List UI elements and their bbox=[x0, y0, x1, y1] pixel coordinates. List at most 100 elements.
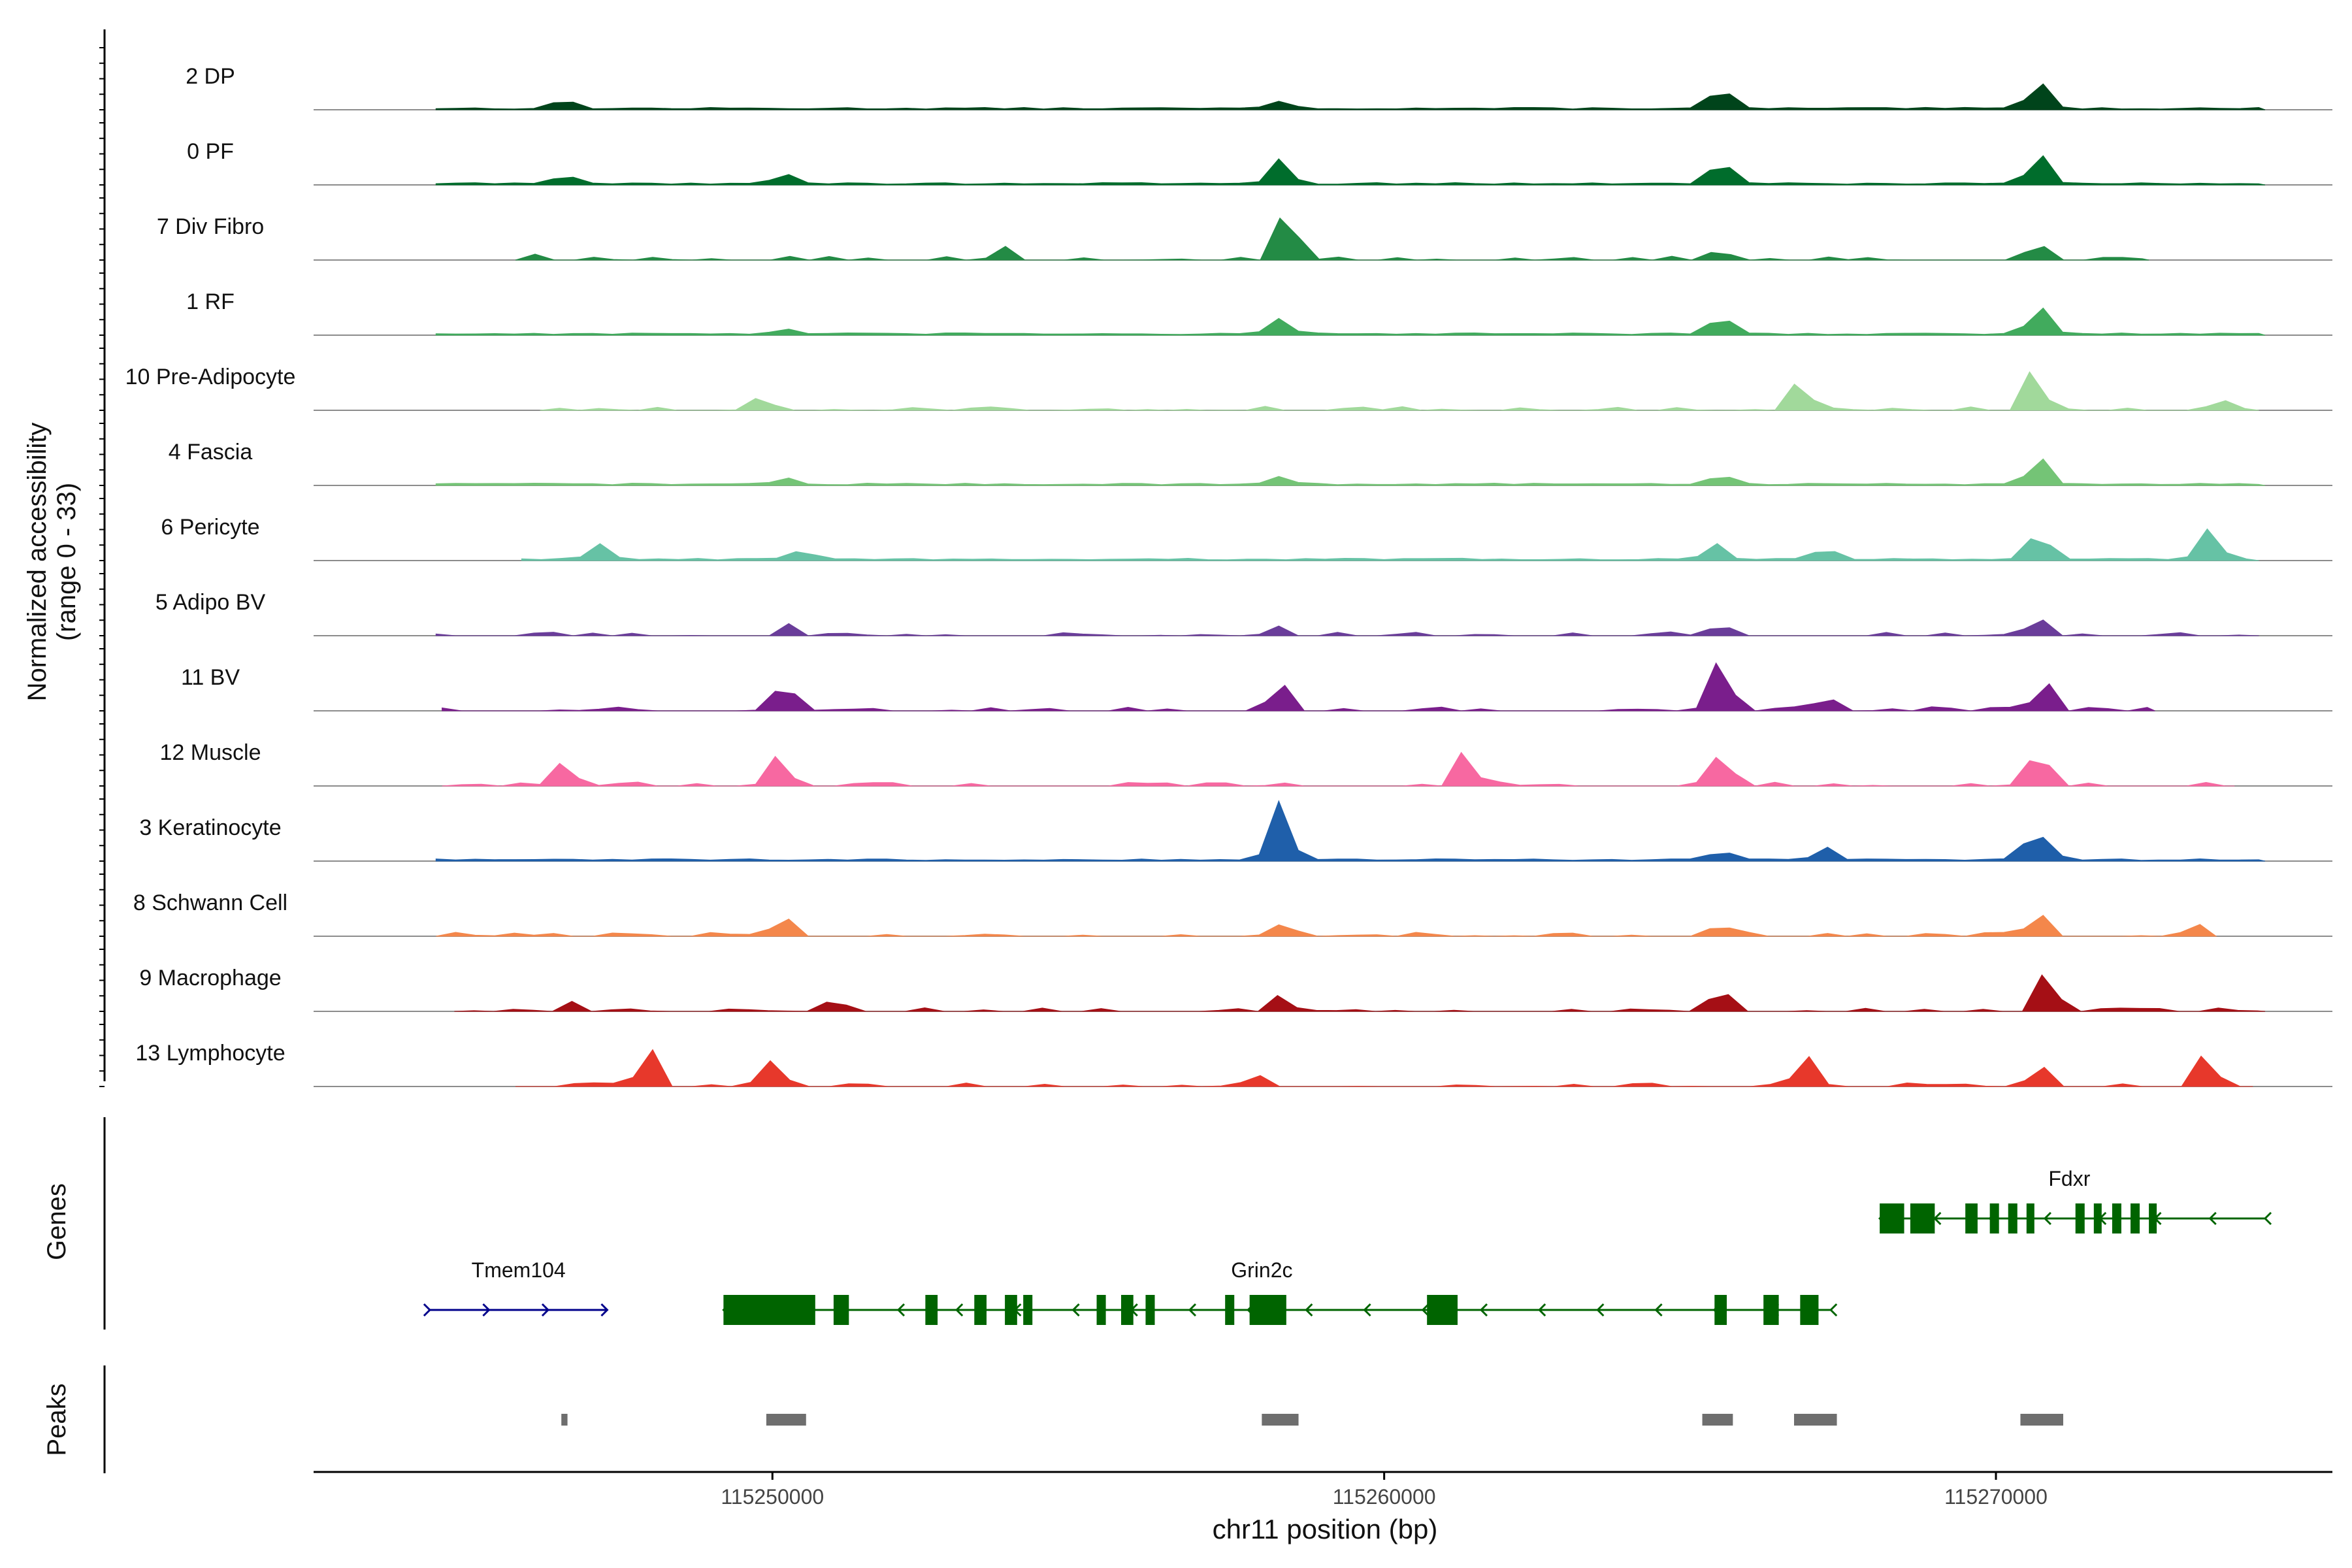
peak-region bbox=[766, 1414, 806, 1426]
coverage-area bbox=[436, 915, 2217, 937]
track-6-pericyte: 6 Pericyte bbox=[161, 515, 2332, 561]
track-label: 5 Adipo BV bbox=[155, 590, 266, 615]
coverage-area bbox=[442, 751, 2235, 787]
exon bbox=[1714, 1295, 1727, 1325]
exon bbox=[1910, 1203, 1935, 1233]
genes-track-label: Genes bbox=[42, 1183, 71, 1260]
exon bbox=[723, 1295, 815, 1325]
track-label: 11 BV bbox=[181, 665, 240, 690]
coverage-area bbox=[521, 528, 2259, 561]
exon bbox=[1225, 1295, 1235, 1325]
track-11-bv: 11 BV bbox=[181, 662, 2332, 711]
gene-tmem104: Tmem104 bbox=[423, 1258, 609, 1317]
exon bbox=[2131, 1203, 2140, 1233]
track-3-keratinocyte: 3 Keratinocyte bbox=[139, 800, 2332, 862]
track-label: 3 Keratinocyte bbox=[139, 815, 281, 840]
gene-fdxr: Fdxr bbox=[1878, 1167, 2272, 1233]
track-2-dp: 2 DP bbox=[186, 64, 2332, 110]
peak-region bbox=[1702, 1414, 1733, 1426]
x-tick-label: 115250000 bbox=[721, 1485, 824, 1509]
exon bbox=[1965, 1203, 1978, 1233]
track-7-div-fibro: 7 Div Fibro bbox=[157, 214, 2332, 261]
x-tick-label: 115270000 bbox=[1944, 1485, 2048, 1509]
peak-regions-track bbox=[561, 1414, 2063, 1426]
coverage-area bbox=[435, 619, 2259, 636]
track-5-adipo-bv: 5 Adipo BV bbox=[155, 590, 2332, 636]
gene-name-label: Fdxr bbox=[2048, 1167, 2090, 1190]
y-axis-title-line1: Normalized accessibility bbox=[23, 423, 52, 702]
strand-arrow bbox=[1188, 1303, 1197, 1317]
strand-arrow bbox=[1363, 1303, 1371, 1317]
track-0-pf: 0 PF bbox=[187, 139, 2332, 186]
exon bbox=[2008, 1203, 2017, 1233]
strand-arrow bbox=[1479, 1303, 1488, 1317]
exon bbox=[2075, 1203, 2085, 1233]
coverage-area bbox=[435, 83, 2266, 110]
exon bbox=[1005, 1295, 1017, 1325]
track-label: 0 PF bbox=[187, 139, 234, 164]
exon bbox=[2149, 1203, 2157, 1233]
track-10-pre-adipocyte: 10 Pre-Adipocyte bbox=[125, 365, 2332, 411]
coverage-area bbox=[540, 371, 2259, 411]
gene-grin2c: Grin2c bbox=[722, 1258, 1838, 1325]
track-13-lymphocyte: 13 Lymphocyte bbox=[135, 1041, 2332, 1087]
track-label: 10 Pre-Adipocyte bbox=[125, 365, 296, 389]
exon bbox=[1023, 1295, 1033, 1325]
strand-arrow bbox=[1596, 1303, 1605, 1317]
strand-arrow bbox=[2208, 1211, 2217, 1226]
strand-arrow bbox=[1421, 1303, 1429, 1317]
track-label: 12 Muscle bbox=[160, 740, 261, 765]
exon bbox=[2093, 1203, 2102, 1233]
exon bbox=[974, 1295, 987, 1325]
track-9-macrophage: 9 Macrophage bbox=[139, 966, 2332, 1012]
coverage-area bbox=[435, 307, 2266, 336]
track-label: 8 Schwann Cell bbox=[133, 890, 287, 915]
strand-arrow bbox=[2263, 1211, 2272, 1226]
coverage-area bbox=[435, 155, 2266, 186]
exon bbox=[1427, 1295, 1458, 1325]
accessibility-axis bbox=[99, 29, 106, 1087]
track-4-fascia: 4 Fascia bbox=[169, 440, 2332, 486]
x-axis: 115250000 115260000 115270000 bbox=[314, 1471, 2332, 1509]
exon bbox=[1121, 1295, 1134, 1325]
track-label: 6 Pericyte bbox=[161, 515, 259, 540]
track-1-rf: 1 RF bbox=[186, 289, 2332, 336]
exon bbox=[1145, 1295, 1155, 1325]
coverage-area bbox=[435, 458, 2266, 486]
track-label: 13 Lymphocyte bbox=[135, 1041, 285, 1066]
x-axis-title: chr11 position (bp) bbox=[1213, 1514, 1438, 1544]
peak-region bbox=[1262, 1414, 1299, 1426]
coverage-area bbox=[435, 800, 2266, 862]
strand-arrow bbox=[1071, 1303, 1080, 1317]
exon bbox=[1880, 1203, 1904, 1233]
strand-arrow bbox=[1538, 1303, 1546, 1317]
gene-annotation-track: Tmem104 Grin2c Fdxr bbox=[423, 1167, 2272, 1325]
exon bbox=[2112, 1203, 2121, 1233]
peaks-track-label: Peaks bbox=[42, 1383, 71, 1456]
strand-arrow bbox=[541, 1303, 550, 1317]
peak-region bbox=[561, 1414, 568, 1426]
strand-arrow bbox=[1654, 1303, 1663, 1317]
strand-arrow bbox=[1829, 1303, 1838, 1317]
track-label: 9 Macrophage bbox=[139, 966, 281, 990]
x-tick-label: 115260000 bbox=[1333, 1485, 1436, 1509]
exon bbox=[925, 1295, 938, 1325]
track-12-muscle: 12 Muscle bbox=[160, 740, 2332, 787]
track-label: 2 DP bbox=[186, 64, 235, 89]
exon bbox=[1989, 1203, 1999, 1233]
peak-region bbox=[2020, 1414, 2063, 1426]
track-label: 1 RF bbox=[186, 289, 235, 314]
strand-arrow bbox=[482, 1303, 491, 1317]
exon bbox=[2026, 1203, 2034, 1233]
coverage-area bbox=[454, 974, 2266, 1012]
strand-arrow bbox=[423, 1303, 432, 1317]
strand-arrow bbox=[2043, 1211, 2051, 1226]
exon bbox=[1763, 1295, 1779, 1325]
peak-region bbox=[1794, 1414, 1837, 1426]
gene-name-label: Grin2c bbox=[1231, 1258, 1292, 1282]
gene-name-label: Tmem104 bbox=[472, 1258, 566, 1282]
exon bbox=[833, 1295, 849, 1325]
y-axis-title-line2: (range 0 - 33) bbox=[52, 483, 81, 641]
coverage-area bbox=[515, 217, 2149, 261]
